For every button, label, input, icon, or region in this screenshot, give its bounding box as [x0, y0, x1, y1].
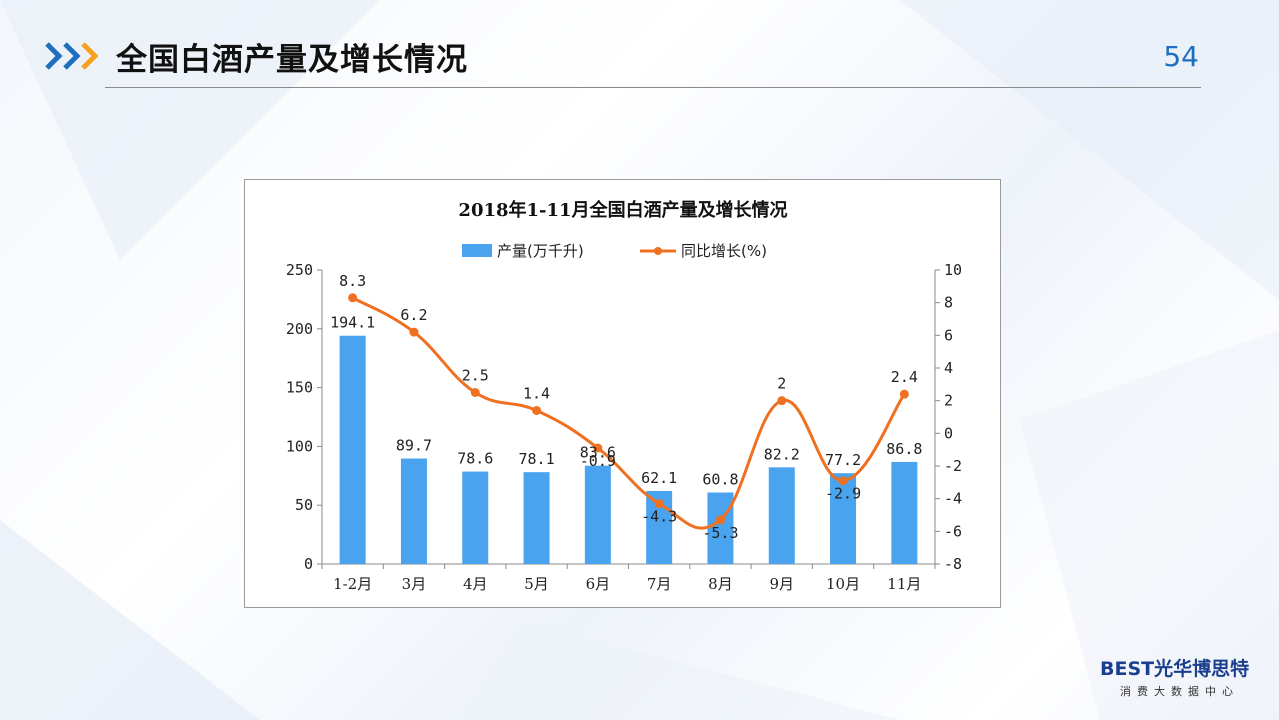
growth-point [532, 405, 542, 415]
y-left-tick-label: 200 [286, 320, 313, 338]
x-tick-label: 8月 [708, 575, 733, 593]
bar-value-label: 82.2 [764, 445, 800, 463]
y-right-tick-label: -2 [944, 457, 962, 475]
y-right-tick-label: 8 [944, 294, 953, 312]
chevrons-icon [45, 42, 99, 70]
legend-line-marker [654, 247, 662, 255]
bar-series [339, 335, 918, 564]
x-tick-label: 10月 [826, 575, 860, 593]
growth-point [777, 396, 787, 406]
bar-value-label: 83.6 [580, 444, 616, 462]
bar-value-label: 89.7 [396, 437, 432, 455]
growth-value-label: -2.9 [825, 485, 861, 503]
brand-name: BEST光华博思特 [1100, 658, 1250, 680]
bar [768, 467, 795, 564]
brand-subtitle: 消费大数据中心 [1120, 685, 1239, 698]
chart-legend: 产量(万千升) 同比增长(%) [462, 242, 767, 260]
growth-line [351, 296, 906, 530]
line-series [348, 293, 909, 530]
growth-point [838, 476, 848, 486]
page-title: 全国白酒产量及增长情况 [116, 42, 468, 78]
growth-point [593, 443, 603, 453]
growth-value-label: 6.2 [400, 306, 427, 324]
bar [891, 461, 918, 564]
growth-point [348, 293, 358, 303]
y-right-tick-label: -4 [944, 490, 962, 508]
x-tick-label: 4月 [463, 575, 488, 593]
bar [830, 473, 857, 564]
y-right-tick-label: 0 [944, 424, 953, 442]
legend-bar-label: 产量(万千升) [497, 242, 584, 260]
chart-axes: 0 50 100 150 200 250 -8 -6 -4 -2 0 2 4 6 8 10 1-2月 3月 4月 5月… [286, 261, 962, 593]
bar-value-label: 78.1 [518, 450, 554, 468]
x-tick-label: 1-2月 [333, 575, 372, 593]
growth-point [715, 515, 725, 525]
bar-value-label: 60.8 [702, 470, 738, 488]
y-right-tick-label: 2 [944, 392, 953, 410]
x-tick-label: 3月 [402, 575, 427, 593]
growth-value-label: -5.3 [702, 524, 738, 542]
x-tick-label: 6月 [586, 575, 611, 593]
growth-point [654, 499, 664, 509]
growth-value-label: -4.3 [641, 508, 677, 526]
y-left-tick-label: 250 [286, 261, 313, 279]
growth-point [409, 327, 419, 337]
legend-bar-swatch [462, 244, 492, 257]
x-tick-label: 7月 [647, 575, 672, 593]
bar-value-label: 78.6 [457, 450, 493, 468]
y-left-tick-label: 50 [295, 496, 313, 514]
chart-title: 2018年1-11月全国白酒产量及增长情况 [458, 199, 787, 221]
y-left-tick-label: 0 [304, 555, 313, 573]
growth-value-label: 2.4 [891, 368, 918, 386]
bar [339, 335, 366, 564]
header-divider [105, 87, 1201, 88]
y-right-tick-label: -6 [944, 522, 962, 540]
x-tick-label: 11月 [887, 575, 921, 593]
bar [462, 471, 489, 564]
y-left-tick-label: 150 [286, 379, 313, 397]
growth-value-label: 1.4 [523, 384, 550, 402]
y-right-tick-label: 10 [944, 261, 962, 279]
combo-chart: 2018年1-11月全国白酒产量及增长情况 产量(万千升) 同比增长(%) 0 5… [286, 199, 962, 593]
chart-panel: 2018年1-11月全国白酒产量及增长情况 产量(万千升) 同比增长(%) 0 5… [244, 179, 1001, 608]
x-tick-label: 5月 [524, 575, 549, 593]
growth-value-label: 2.5 [462, 367, 489, 385]
x-tick-label: 9月 [769, 575, 794, 593]
bar [707, 492, 734, 564]
y-right-tick-label: 4 [944, 359, 953, 377]
bar [400, 458, 427, 564]
growth-point [470, 388, 480, 397]
growth-value-label: 2 [777, 375, 786, 393]
bar-value-label: 62.1 [641, 469, 677, 487]
page-number: 54 [1163, 40, 1199, 73]
growth-value-label: -0.9 [580, 452, 616, 470]
bar [584, 465, 611, 564]
legend-line-label: 同比增长(%) [681, 242, 767, 260]
bar-value-label: 194.1 [330, 314, 375, 332]
growth-point [899, 389, 909, 399]
data-labels: 194.1 89.7 78.6 78.1 83.6 62.1 60.8 82.2 77.2 86.… [330, 272, 922, 542]
header: 全国白酒产量及增长情况 54 [0, 0, 1279, 95]
brand-logo: BEST光华博思特 消费大数据中心 [1100, 654, 1270, 704]
y-right-tick-label: -8 [944, 555, 962, 573]
y-right-tick-label: 6 [944, 326, 953, 344]
bar-value-label: 86.8 [886, 440, 922, 458]
bar-value-label: 77.2 [825, 451, 861, 469]
y-left-tick-label: 100 [286, 437, 313, 455]
growth-value-label: 8.3 [339, 272, 366, 290]
bar [523, 472, 550, 564]
